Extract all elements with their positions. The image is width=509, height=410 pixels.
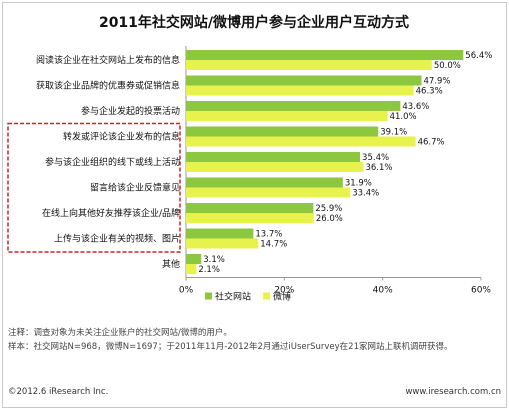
bar-social bbox=[186, 101, 401, 111]
data-label: 25.9% bbox=[315, 204, 342, 214]
category-label: 阅读该企业在社交网站上发布的信息 bbox=[36, 54, 180, 66]
chart-title: 2011年社交网站/微博用户参与企业用户互动方式 bbox=[99, 14, 409, 31]
legend-label: 微博 bbox=[273, 291, 291, 303]
legend-swatch bbox=[205, 292, 212, 300]
bar-social bbox=[186, 126, 379, 137]
category-labels: 阅读该企业在社交网站上发布的信息获取该企业品牌的优惠券或促销信息参与企业发起的投… bbox=[36, 54, 180, 270]
data-label: 26.0% bbox=[316, 214, 343, 224]
bar-social bbox=[186, 50, 464, 60]
bar-social bbox=[186, 228, 254, 239]
highlight-box bbox=[7, 122, 181, 253]
data-label: 13.7% bbox=[255, 230, 282, 240]
data-label: 39.1% bbox=[380, 128, 407, 138]
bar-weibo bbox=[186, 213, 314, 223]
category-label: 留言给该企业反馈意见 bbox=[90, 182, 180, 194]
data-label: 14.7% bbox=[260, 240, 287, 250]
data-label: 36.1% bbox=[365, 163, 392, 173]
data-label: 41.0% bbox=[390, 112, 417, 122]
bar-social bbox=[186, 254, 202, 264]
category-label: 参与该企业组织的线下或线上活动 bbox=[45, 156, 180, 168]
note-line-1: 注释：调查对象为未关注企业账户的社交网站/微博的用户。 bbox=[8, 328, 232, 338]
category-label: 其他 bbox=[162, 258, 180, 270]
bar-weibo bbox=[186, 111, 388, 121]
legend-swatch bbox=[263, 292, 270, 300]
category-label: 参与企业发起的投票活动 bbox=[81, 105, 180, 117]
x-tick-label: 60% bbox=[471, 286, 491, 296]
x-tick-label: 40% bbox=[373, 286, 393, 296]
bar-weibo bbox=[186, 238, 259, 249]
x-tick-label: 20% bbox=[274, 286, 294, 296]
data-label: 33.4% bbox=[352, 189, 379, 199]
footer-copyright: ©2012.6 iResearch Inc. bbox=[8, 387, 109, 397]
bar-weibo bbox=[186, 85, 414, 96]
data-label: 47.9% bbox=[424, 77, 451, 87]
category-label: 获取该企业品牌的优惠券或促销信息 bbox=[36, 80, 180, 92]
legend: 社交网站 微博 bbox=[205, 291, 291, 303]
bar-weibo bbox=[186, 187, 351, 198]
bar-social bbox=[186, 203, 314, 213]
data-label: 46.3% bbox=[416, 87, 443, 97]
data-label: 35.4% bbox=[362, 153, 389, 163]
footer-website: www.iresearch.com.cn bbox=[405, 387, 501, 397]
data-label: 50.0% bbox=[434, 61, 461, 71]
data-label: 3.1% bbox=[203, 255, 225, 265]
legend-label: 社交网站 bbox=[215, 291, 251, 303]
category-label: 在线上向其他好友推荐该企业/品牌 bbox=[42, 207, 180, 219]
bar-social bbox=[186, 152, 361, 162]
bar-weibo bbox=[186, 162, 364, 172]
bar-weibo bbox=[186, 60, 432, 70]
data-label: 31.9% bbox=[345, 179, 372, 189]
data-label: 2.1% bbox=[198, 265, 220, 275]
data-label: 43.6% bbox=[402, 102, 429, 112]
bars: 56.4% 50.0% 47.9%46.3% 43.6%41.0% 39.1% 46.7%… bbox=[186, 50, 492, 275]
note-line-2: 样本：社交网站N=968，微博N=1697；于2011年11月-2012年2月通… bbox=[8, 342, 453, 352]
category-label: 转发或评论该企业发布的信息 bbox=[63, 131, 180, 143]
category-label: 上传与该企业有关的视频、图片 bbox=[54, 233, 180, 245]
bar-social bbox=[186, 75, 422, 86]
bar-weibo bbox=[186, 264, 197, 274]
data-label: 56.4% bbox=[465, 51, 492, 61]
x-tick-label: 0% bbox=[179, 286, 194, 296]
data-label: 46.7% bbox=[418, 138, 445, 148]
bar-weibo bbox=[186, 136, 416, 147]
x-axis: 0% 20% 40% 60% bbox=[179, 277, 491, 296]
bar-social bbox=[186, 177, 343, 188]
